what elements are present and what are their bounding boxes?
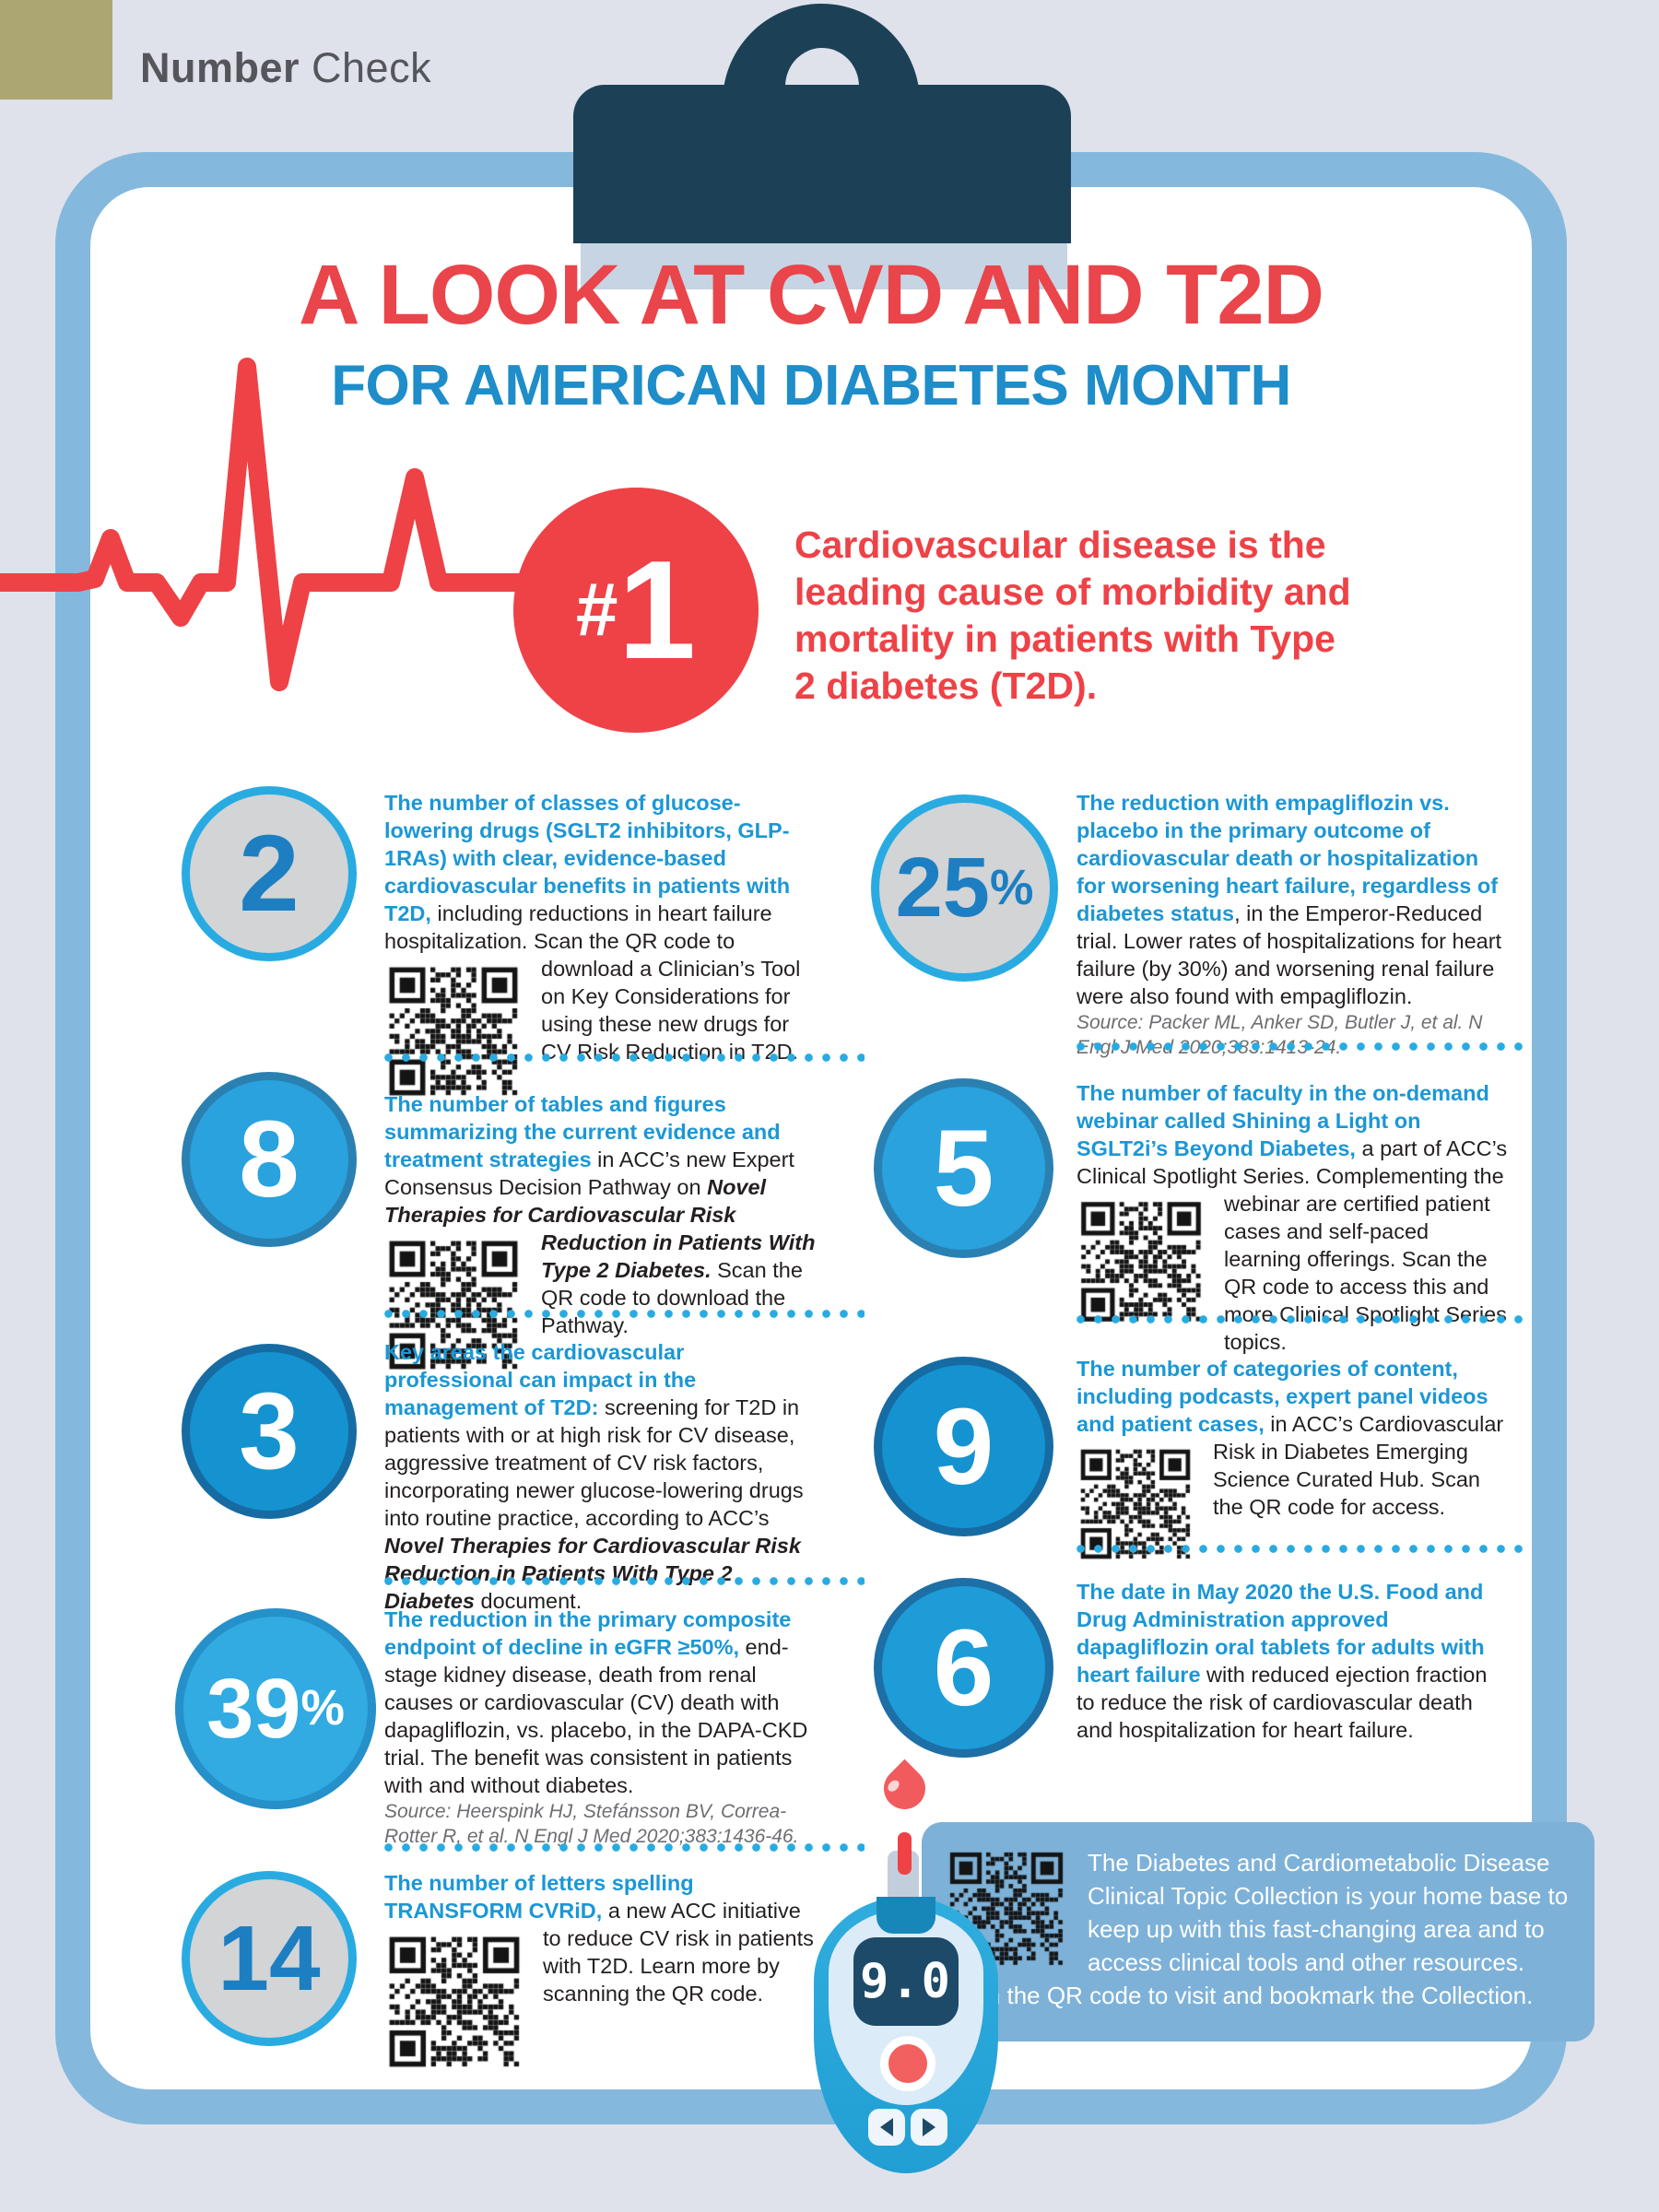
brand-title-bold: Number (140, 44, 300, 91)
stat-circle-2: 2 (182, 786, 357, 961)
stat-number-39: 39 (206, 1661, 301, 1756)
stat-body: Risk in Diabetes Emerging Science Curate… (1213, 1440, 1480, 1519)
stat-lead: The reduction with empagliflozin vs. pla… (1077, 791, 1499, 925)
stat-lead: The reduction in the primary composite e… (384, 1607, 792, 1659)
stat-body: a new ACC (602, 1899, 717, 1923)
stat-number-9: 9 (933, 1385, 994, 1508)
meter-right-arrow-button (911, 2109, 947, 2146)
stat-body: a part of ACC’s Clinical Spotlight Serie… (1077, 1136, 1508, 1216)
stat-lead: The number of faculty in the on-demand w… (1077, 1081, 1489, 1160)
stat-suffix-pct: % (989, 860, 1034, 915)
stat-source: Source: Heerspink HJ, Stefánsson BV, Cor… (384, 1801, 799, 1847)
dotted-separator (1077, 1545, 1523, 1553)
qr-wrap (1077, 1445, 1194, 1563)
qr-code-pathway (384, 1236, 523, 1374)
stat-block-9: The number of categories of content, inc… (1077, 1355, 1510, 1569)
stat-body: end-stage kidney disease, death from ren… (384, 1635, 808, 1797)
stat-block-8: The number of tables and figures summari… (384, 1090, 818, 1380)
hero-statement: Cardiovascular disease is the leading ca… (794, 524, 1351, 707)
stat-suffix-pct: % (300, 1681, 345, 1736)
dotted-separator (1077, 1315, 1523, 1324)
stat-body: download a Clinician’s Tool on Key Consi… (541, 957, 801, 1064)
stat-circle-6: 6 (874, 1578, 1053, 1758)
stat-italic: Risk Reduction in Patients With Type 2 D… (541, 1203, 816, 1282)
stat-block-5: The number of faculty in the on-demand w… (1077, 1079, 1510, 1356)
blood-drip (898, 1832, 912, 1875)
footer-collection-panel: The Diabetes and Cardiometabolic Disease… (922, 1822, 1594, 2041)
stat-block-25pct: The reduction with empagliflozin vs. pla… (1077, 789, 1510, 1060)
stat-block-14: The number of letters spelling TRANSFORM… (384, 1869, 818, 2077)
dotted-separator (384, 1053, 865, 1062)
brand-olive-square (0, 0, 112, 100)
qr-wrap (1077, 1197, 1206, 1326)
stat-circle-9: 9 (874, 1357, 1053, 1536)
dotted-separator (384, 1310, 865, 1318)
left-arrow-icon (880, 2118, 893, 2136)
stat-number-14: 14 (218, 1906, 321, 2010)
stat-block-39pct: The reduction in the primary composite e… (384, 1606, 818, 1849)
stat-lead: The number of letters spelling TRANSFORM… (384, 1871, 694, 1923)
stat-lead: The number of classes of glucose-lowerin… (384, 791, 791, 925)
qr-wrap (384, 1932, 524, 2072)
stat-circle-39pct: 39% (175, 1608, 376, 1809)
footer-text-wrap: The Diabetes and Cardiometabolic Disease… (946, 1846, 1574, 2012)
stat-body: including reductions in heart failure ho… (384, 901, 772, 953)
stat-source: Source: Packer ML, Anker SD, Butler J, e… (1077, 1012, 1483, 1058)
ekg-heartbeat-line (0, 358, 562, 691)
dotted-separator (384, 1577, 865, 1585)
rank-number: 1 (618, 531, 697, 688)
page-subtitle: FOR AMERICAN DIABETES MONTH (331, 354, 1291, 418)
brand-title: Number Check (140, 44, 431, 92)
stat-block-3: Key areas the cardiovascular professiona… (384, 1338, 818, 1615)
rank-1-circle: #1 (513, 488, 759, 733)
stat-number-25: 25 (895, 841, 990, 935)
stat-block-2: The number of classes of glucose-lowerin… (384, 789, 818, 1106)
stat-body: screening for T2D in patients with or at… (384, 1395, 804, 1530)
qr-code-transform-cvrid (384, 1932, 524, 2072)
stat-circle-25pct: 25% (871, 794, 1058, 982)
glucose-meter-red-button (880, 2036, 935, 2091)
stat-body: are certified patient cases and self-pac… (1224, 1192, 1507, 1354)
stat-number-5: 5 (933, 1107, 994, 1230)
right-arrow-icon (923, 2118, 935, 2136)
page-title: A LOOK AT CVD AND T2D (299, 248, 1324, 342)
stat-number-6: 6 (933, 1606, 994, 1729)
stat-italic: Novel Therapies for Cardiovascular (384, 1175, 767, 1227)
dotted-separator (384, 1843, 865, 1852)
glucose-meter-strip-slot (877, 1897, 935, 1934)
stat-block-6: The date in May 2020 the U.S. Food and D… (1077, 1578, 1510, 1744)
stat-body: in ACC’s new Expert Consensus Decision P… (384, 1147, 794, 1199)
qr-wrap (384, 962, 523, 1100)
stat-number-3: 3 (239, 1371, 300, 1492)
stat-lead: Key areas the cardiovascular professiona… (384, 1340, 697, 1419)
qr-wrap (384, 1236, 523, 1374)
stat-body: with reduced ejection fraction to reduce… (1077, 1663, 1488, 1742)
stat-lead: The number of categories of content, inc… (1077, 1357, 1488, 1436)
stat-circle-5: 5 (874, 1078, 1053, 1258)
qr-code-spotlight-series (1077, 1197, 1206, 1326)
qr-code-curated-hub (1077, 1445, 1194, 1563)
clipboard-clip-body (573, 85, 1071, 243)
stat-number-2: 2 (239, 813, 300, 935)
meter-left-arrow-button (868, 2109, 905, 2146)
stat-circle-14: 14 (182, 1871, 357, 2046)
clipboard-clip-shadow (581, 243, 1067, 289)
stat-italic: Novel Therapies for Cardiovascular Risk … (384, 1534, 801, 1613)
footer-text: The Diabetes and Cardiometabolic Disease… (946, 1849, 1569, 2009)
rank-hash: # (575, 568, 618, 652)
stat-body: , in the Emperor-Reduced trial. Lower ra… (1077, 901, 1502, 1008)
stat-circle-3: 3 (182, 1344, 357, 1519)
dotted-separator (1077, 1042, 1523, 1051)
stat-circle-8: 8 (182, 1072, 357, 1247)
stat-body: document. (474, 1589, 582, 1613)
stat-number-8: 8 (239, 1099, 300, 1220)
stat-body: in ACC’s Cardiovascular (1264, 1412, 1504, 1436)
stat-lead: The number of tables and figures summari… (384, 1092, 781, 1171)
qr-code-clinician-tool (384, 962, 523, 1100)
stat-body: initiative to reduce CV risk in patients… (543, 1899, 814, 2006)
glucose-meter-display: 9.0 (853, 1937, 959, 2026)
stat-lead: The date in May 2020 the U.S. Food and D… (1077, 1580, 1485, 1687)
brand-title-regular: Check (300, 44, 432, 91)
